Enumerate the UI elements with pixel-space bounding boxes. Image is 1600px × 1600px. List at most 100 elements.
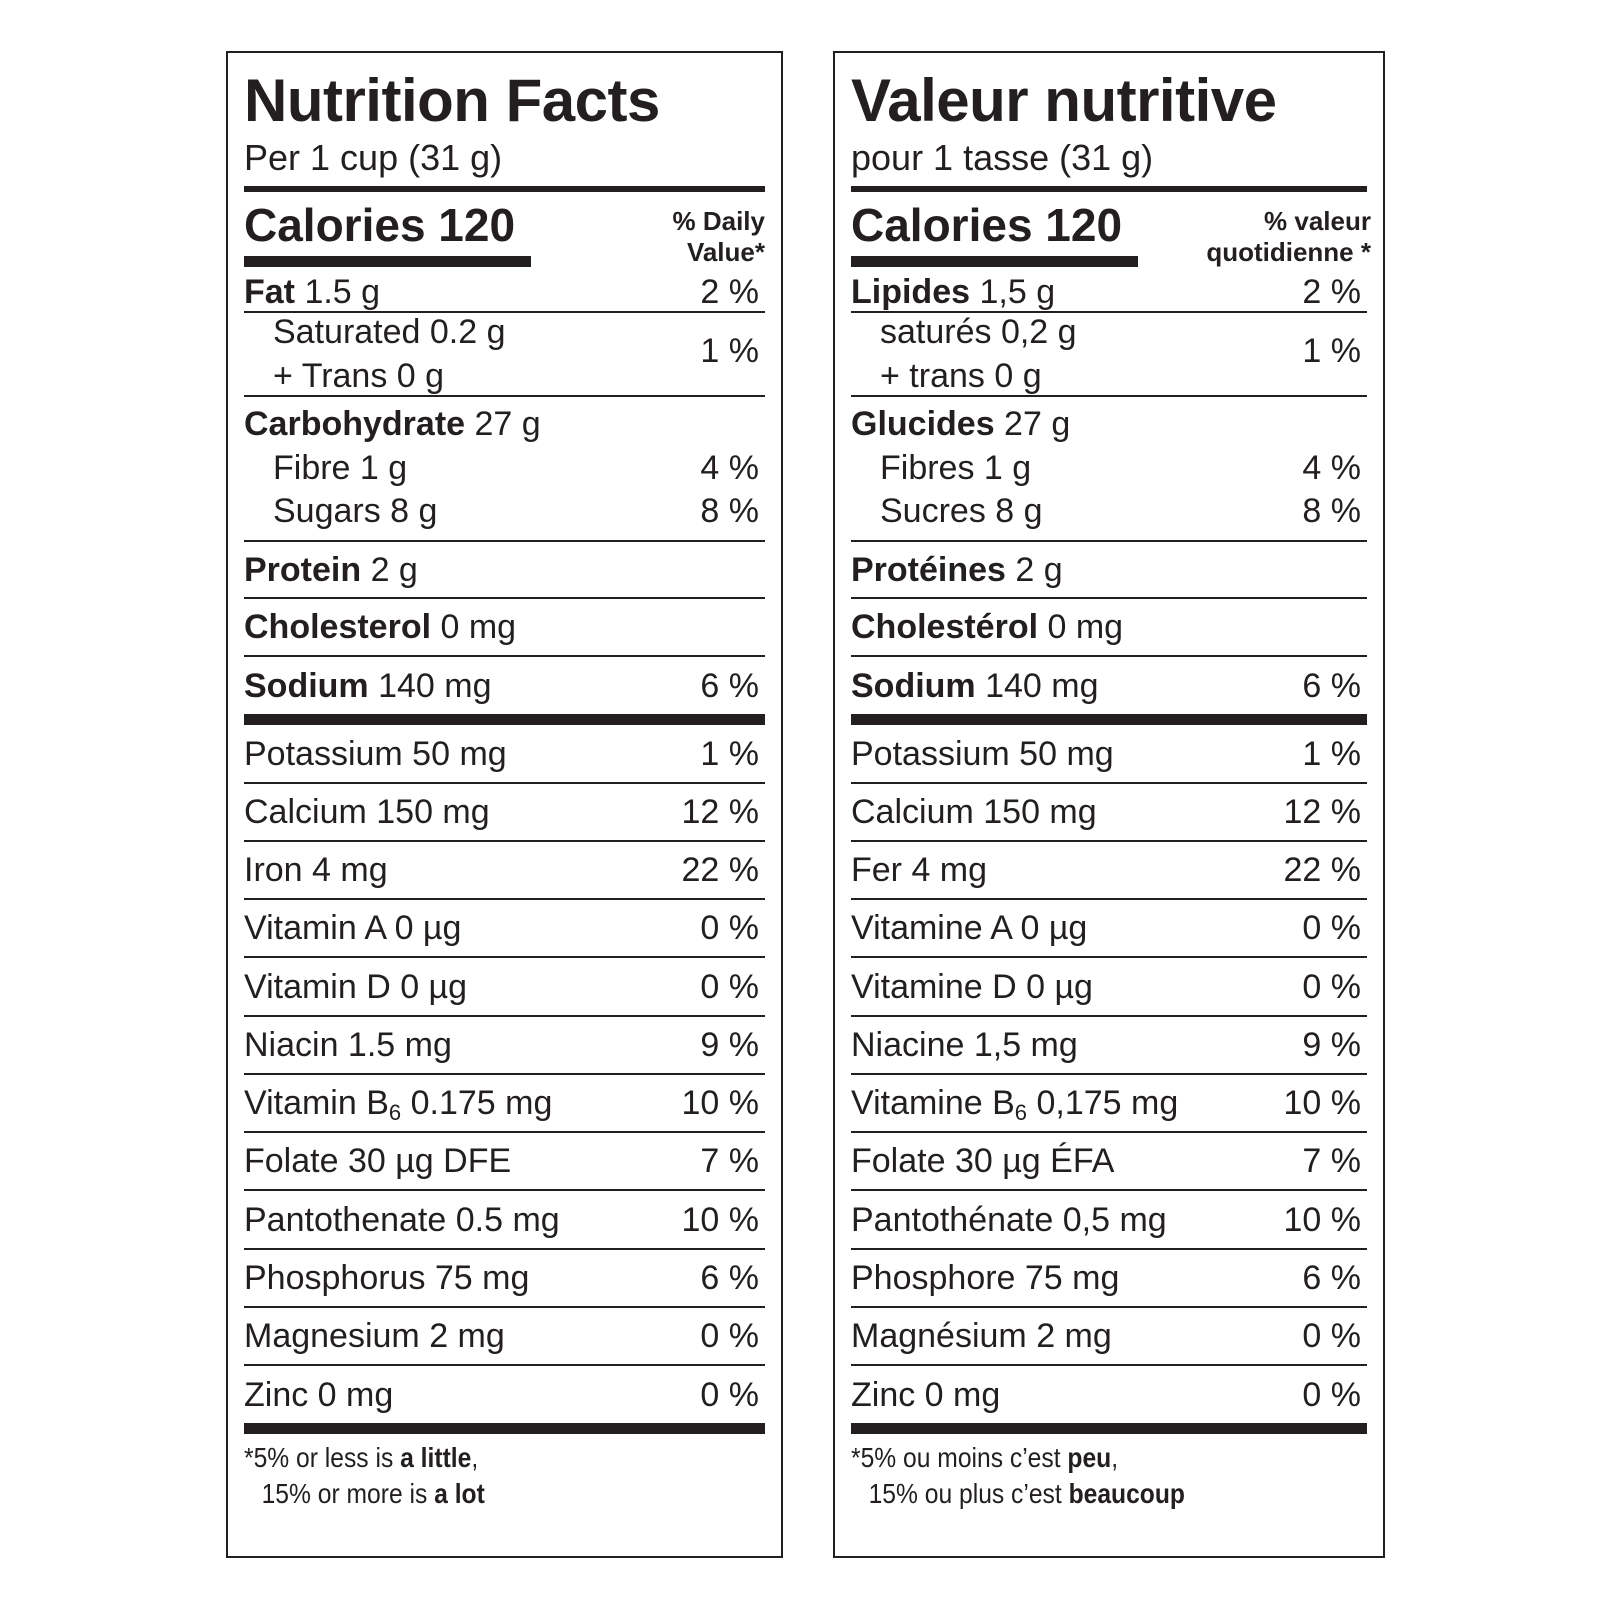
footnote: *5% or less is a little, 15% or more is …: [244, 1440, 702, 1512]
footnote-bold: a lot: [434, 1478, 485, 1509]
nutrient-percent: 10 %: [681, 1084, 760, 1122]
saturated-trans-row: saturés 0,2 g + trans 0 g 1 %: [851, 313, 1367, 397]
nutrient-row: Magnésium 2 mg 0 %: [851, 1308, 1367, 1366]
divider: [244, 186, 765, 192]
panel-title: Nutrition Facts: [244, 67, 660, 134]
nutrient-row: Folate 30 µg ÉFA 7 %: [851, 1133, 1367, 1191]
carbohydrate-row: Carbohydrate 27 g: [244, 407, 765, 451]
nutrient-row: Niacin 1.5 mg 9 %: [244, 1017, 765, 1075]
fibre-row: Fibres 1 g 4 %: [851, 451, 1367, 494]
nutrient-label: Magnesium 2 mg: [244, 1317, 505, 1355]
saturated-trans-percent: 1 %: [700, 331, 759, 370]
nutrient-label: Vitamin D 0 µg: [244, 967, 468, 1006]
nutrient-row: Zinc 0 mg 0 %: [851, 1366, 1367, 1434]
nutrient-row: Phosphore 75 mg 6 %: [851, 1250, 1367, 1308]
footnote-text: 5% ou moins c’est: [860, 1442, 1068, 1473]
sodium-name: Sodium: [851, 666, 976, 705]
nutrient-percent: 22 %: [1283, 851, 1362, 889]
calories-label: Calories 120: [851, 199, 1123, 251]
fat-percent: 2 %: [700, 273, 759, 311]
nutrient-label: Vitamine D 0 µg: [851, 967, 1093, 1006]
nutrient-label: Potassium 50 mg: [851, 734, 1114, 773]
vitamin-b-subscript: 6: [388, 1100, 402, 1125]
sodium-row: Sodium 140 mg 6 %: [851, 657, 1367, 725]
nutrient-percent: 1 %: [700, 734, 759, 773]
nutrient-row: Fer 4 mg 22 %: [851, 842, 1367, 900]
nutrient-label: Niacin 1.5 mg: [244, 1026, 452, 1064]
nutrient-percent: 6 %: [1302, 1259, 1361, 1297]
vitamin-b-amount: 0,175 mg: [1027, 1084, 1179, 1122]
fibre-row: Fibre 1 g 4 %: [244, 451, 765, 494]
cholesterol-amount: 0 mg: [1038, 608, 1124, 646]
nutrition-facts-panel-fr: Valeur nutritive pour 1 tasse (31 g) Cal…: [833, 51, 1385, 1558]
carbohydrate-name: Glucides: [851, 405, 995, 443]
footnote-bold: a little: [400, 1442, 472, 1473]
protein-name: Protein: [244, 550, 362, 589]
nutrient-percent: 6 %: [700, 1259, 759, 1297]
protein-row: Protein 2 g: [244, 542, 765, 599]
nutrient-row: Iron 4 mg 22 %: [244, 842, 765, 900]
sugars-label: Sugars 8 g: [273, 492, 438, 530]
cholesterol-row: Cholestérol 0 mg: [851, 599, 1367, 657]
saturated-label: saturés 0,2 g: [880, 313, 1077, 351]
nutrient-percent: 0 %: [1302, 1375, 1361, 1414]
sugars-row: Sugars 8 g 8 %: [244, 494, 765, 537]
nutrient-label: Potassium 50 mg: [244, 734, 507, 773]
nutrient-row: Vitamin D 0 µg 0 %: [244, 958, 765, 1017]
nutrient-label: Zinc 0 mg: [851, 1375, 1001, 1414]
footnote-text: 15% ou plus c’est: [868, 1478, 1069, 1509]
nutrient-percent: 9 %: [700, 1026, 759, 1064]
fat-amount: 1.5 g: [295, 273, 381, 311]
footnote-line2: 15% or more is a lot: [244, 1476, 702, 1512]
footnote-star: *: [244, 1442, 254, 1473]
fat-row: Lipides 1,5 g 2 %: [851, 273, 1367, 313]
nutrition-facts-panel-en: Nutrition Facts Per 1 cup (31 g) Calorie…: [226, 51, 783, 1558]
footnote: *5% ou moins c’est peu, 15% ou plus c’es…: [851, 1440, 1305, 1512]
footnote-line2: 15% ou plus c’est beaucoup: [851, 1476, 1305, 1512]
nutrient-percent: 10 %: [681, 1200, 760, 1239]
nutrient-percent: 12 %: [1283, 793, 1362, 831]
footnote-text: ,: [471, 1442, 479, 1473]
daily-value-header-line2: Value*: [686, 237, 765, 267]
nutrient-percent: 0 %: [700, 967, 759, 1006]
footnote-text: 15% or more is: [261, 1478, 435, 1509]
sodium-percent: 6 %: [700, 666, 759, 705]
nutrient-percent: 0 %: [700, 1317, 759, 1355]
nutrient-row: Calcium 150 mg 12 %: [244, 784, 765, 842]
nutrient-row: Folate 30 µg DFE 7 %: [244, 1133, 765, 1191]
nutrient-row: Vitamine D 0 µg 0 %: [851, 958, 1367, 1017]
nutrient-row: Vitamin A 0 µg 0 %: [244, 900, 765, 958]
nutrient-row: Pantothenate 0.5 mg 10 %: [244, 1191, 765, 1250]
fat-row: Fat 1.5 g 2 %: [244, 273, 765, 313]
nutrient-label: Niacine 1,5 mg: [851, 1026, 1078, 1064]
footnote-star: *: [851, 1442, 861, 1473]
nutrient-label: Folate 30 µg ÉFA: [851, 1142, 1115, 1180]
calories-label: Calories 120: [244, 199, 516, 251]
nutrient-percent: 12 %: [681, 793, 760, 831]
nutrient-row: Zinc 0 mg 0 %: [244, 1366, 765, 1434]
nutrient-label: Vitamin B6 0.175 mg: [244, 1084, 552, 1124]
nutrient-row: Vitamine B6 0,175 mg 10 %: [851, 1075, 1367, 1133]
cholesterol-row: Cholesterol 0 mg: [244, 599, 765, 657]
fat-name: Fat: [244, 273, 295, 311]
daily-value-header: % valeur quotidienne *: [1206, 206, 1371, 268]
sugars-row: Sucres 8 g 8 %: [851, 494, 1367, 537]
daily-value-header-line1: % valeur: [1264, 206, 1371, 236]
fibre-label: Fibres 1 g: [880, 449, 1032, 487]
nutrient-label: Iron 4 mg: [244, 851, 388, 889]
nutrient-label: Calcium 150 mg: [244, 793, 490, 831]
calories-block: Calories 120 % valeur quotidienne *: [851, 192, 1371, 273]
trans-label: + Trans 0 g: [273, 357, 445, 395]
vitamin-b-label: Vitamin B: [244, 1084, 389, 1122]
protein-name: Protéines: [851, 550, 1006, 589]
footnote-text: 5% or less is: [253, 1442, 401, 1473]
nutrient-percent: 0 %: [1302, 967, 1361, 1006]
saturated-label: Saturated 0.2 g: [273, 313, 506, 351]
footnote-bold: beaucoup: [1068, 1478, 1185, 1509]
protein-amount: 2 g: [1005, 550, 1063, 589]
trans-label: + trans 0 g: [880, 357, 1042, 395]
nutrient-percent: 10 %: [1283, 1200, 1362, 1239]
sugars-percent: 8 %: [700, 492, 759, 530]
serving-size: pour 1 tasse (31 g): [851, 137, 1154, 178]
fat-percent: 2 %: [1302, 273, 1361, 311]
